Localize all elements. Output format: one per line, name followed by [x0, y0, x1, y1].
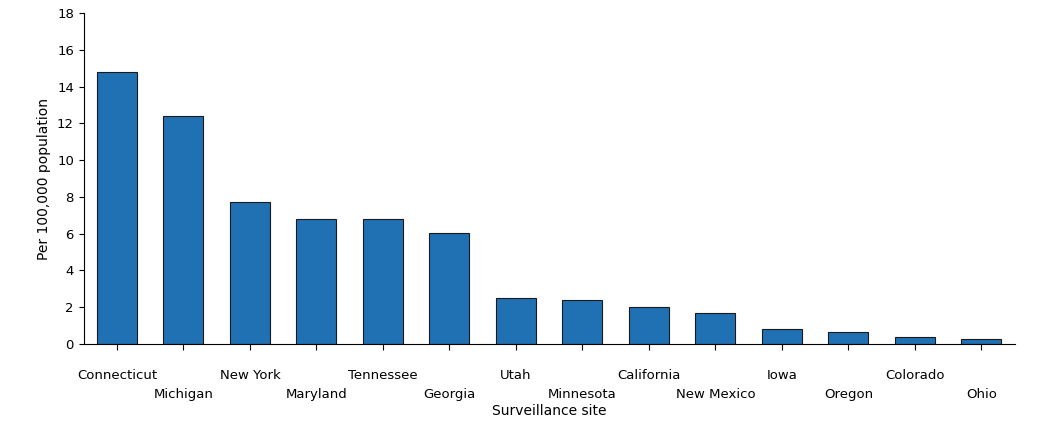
Y-axis label: Per 100,000 population: Per 100,000 population	[38, 97, 51, 260]
Bar	[961, 340, 1001, 344]
Bar	[761, 329, 802, 344]
Bar	[296, 219, 337, 344]
Text: Michigan: Michigan	[154, 389, 213, 401]
Bar	[895, 337, 935, 344]
Bar	[496, 298, 536, 344]
Text: Minnesota: Minnesota	[548, 389, 617, 401]
Text: Tennessee: Tennessee	[348, 369, 417, 382]
Text: Surveillance site: Surveillance site	[492, 404, 607, 418]
Bar	[629, 307, 668, 344]
Text: Oregon: Oregon	[824, 389, 873, 401]
Text: California: California	[617, 369, 681, 382]
Text: Utah: Utah	[500, 369, 531, 382]
Text: New Mexico: New Mexico	[676, 389, 755, 401]
Bar	[563, 300, 602, 344]
Text: Connecticut: Connecticut	[76, 369, 157, 382]
Bar	[363, 219, 403, 344]
Text: Iowa: Iowa	[767, 369, 797, 382]
Bar	[97, 72, 137, 344]
Text: Ohio: Ohio	[965, 389, 997, 401]
Bar	[430, 233, 470, 344]
Bar	[163, 116, 203, 344]
Bar	[230, 202, 270, 344]
Text: Colorado: Colorado	[885, 369, 945, 382]
Bar	[696, 313, 735, 344]
Text: New York: New York	[220, 369, 280, 382]
Text: Georgia: Georgia	[424, 389, 476, 401]
Text: Maryland: Maryland	[286, 389, 347, 401]
Bar	[828, 332, 868, 344]
